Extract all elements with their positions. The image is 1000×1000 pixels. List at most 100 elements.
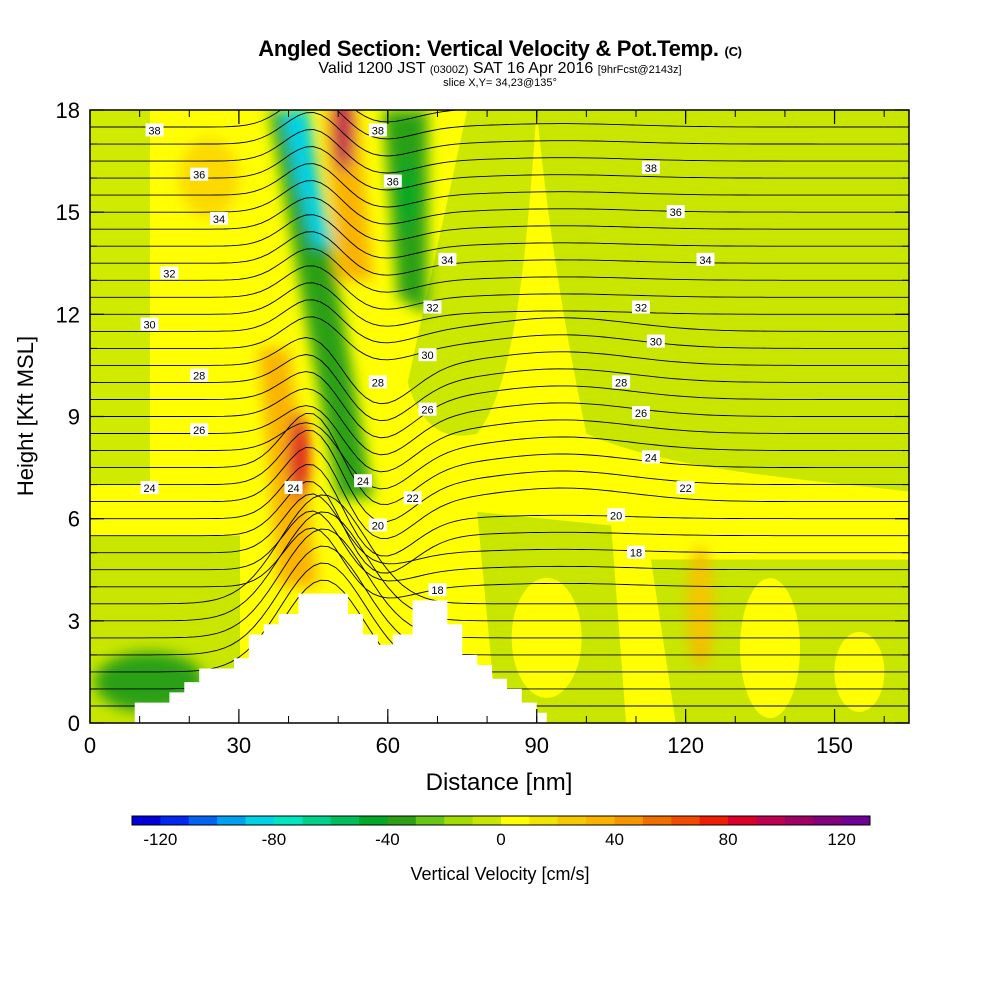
theta-isoline: [90, 163, 909, 208]
chart-title: Angled Section: Vertical Velocity & Pot.…: [0, 36, 1000, 62]
theta-label: 20: [607, 508, 626, 522]
theta-label-bg: [190, 423, 209, 437]
theta-isoline: [90, 112, 909, 157]
theta-isoline: [90, 493, 909, 565]
theta-label-text: 22: [680, 483, 692, 495]
velocity-core: [293, 110, 314, 196]
theta-label-bg: [368, 123, 387, 137]
slice-info: slice X,Y= 34,23@135°: [443, 77, 557, 89]
colorbar-tick-label: 40: [605, 830, 624, 849]
theta-label: 22: [676, 481, 695, 495]
theta-label-bg: [607, 508, 626, 522]
theta-label-bg: [140, 317, 159, 331]
velocity-core: [339, 393, 358, 474]
theta-isoline: [90, 464, 909, 557]
theta-label-text: 24: [287, 483, 299, 495]
theta-label: 24: [354, 474, 372, 488]
chart-subtitle: Valid 1200 JST (0300Z) SAT 16 Apr 2016 […: [0, 60, 1000, 78]
theta-isoline: [90, 388, 909, 456]
velocity-core: [398, 155, 417, 236]
x-axis-label: Distance [nm]: [426, 769, 573, 796]
theta-label: 38: [145, 123, 164, 137]
theta-label-bg: [612, 375, 631, 389]
theta-isoline: [90, 248, 909, 293]
theta-label-text: 28: [193, 371, 205, 383]
theta-label: 28: [612, 375, 631, 389]
theta-label: 34: [210, 211, 229, 226]
theta-label-text: 22: [407, 493, 419, 505]
colorbar-swatch: [784, 816, 814, 825]
plot-area: [90, 110, 909, 723]
x-tick-label: 0: [84, 733, 96, 758]
colorbar-tick-label: -80: [262, 830, 287, 849]
theta-isoline: [90, 371, 909, 439]
theta-label: 24: [641, 450, 660, 464]
theta-label: 32: [423, 300, 442, 315]
theta-isoline: [90, 562, 909, 673]
theta-label: 24: [140, 481, 159, 495]
colorbar-swatch: [586, 816, 616, 825]
colorbar-swatch: [217, 816, 247, 825]
theta-label-bg: [627, 545, 645, 559]
theta-label-text: 36: [387, 177, 399, 189]
colorbar-swatch: [330, 816, 360, 825]
theta-label-bg: [403, 491, 422, 505]
x-tick-label: 60: [376, 733, 400, 758]
valid-time: Valid 1200 JST: [318, 60, 426, 77]
colorbar-swatch: [501, 816, 530, 825]
colorbar-swatch: [387, 816, 417, 825]
theta-isoline: [90, 282, 909, 327]
theta-isoline: [90, 180, 909, 225]
title-unit: (C): [724, 44, 742, 59]
theta-label-text: 28: [372, 377, 384, 389]
velocity-core: [288, 412, 309, 503]
theta-isoline: [90, 110, 909, 140]
colorbar: -120 -80 -40 0 40 80 120: [131, 815, 871, 849]
theta-label-text: 26: [421, 405, 433, 417]
theta-label-text: 24: [357, 476, 369, 488]
theta-isoline: [90, 422, 909, 490]
theta-label: 28: [368, 375, 387, 389]
theta-label: 18: [627, 545, 645, 560]
colorbar-tick-label: -120: [143, 830, 177, 849]
colorbar-swatch: [557, 816, 587, 825]
theta-label-text: 20: [610, 510, 622, 522]
theta-label-bg: [641, 450, 660, 464]
theta-isoline: [90, 316, 909, 361]
colorbar-swatch: [529, 816, 559, 825]
theta-label: 32: [631, 300, 650, 315]
theta-isoline: [90, 446, 909, 539]
colorbar-frame: [131, 815, 871, 826]
theta-label-text: 24: [143, 483, 155, 495]
theta-label-bg: [641, 160, 660, 174]
theta-label-text: 38: [645, 163, 657, 175]
y-tick-label: 12: [56, 302, 80, 327]
theta-label: 30: [418, 348, 437, 362]
colorbar-swatch: [160, 816, 190, 825]
theta-label-text: 36: [193, 170, 205, 182]
colorbar-swatch: [302, 816, 332, 825]
terrain-profile: [90, 593, 909, 723]
theta-label-bg: [676, 481, 695, 495]
theta-label-text: 30: [143, 320, 155, 332]
colorbar-label: Vertical Velocity [cm/s]: [410, 864, 589, 884]
colorbar-swatch: [444, 816, 474, 825]
theta-isoline: [90, 510, 909, 582]
theta-label-bg: [418, 402, 437, 416]
x-tick-label: 30: [227, 733, 251, 758]
y-tick-label: 15: [56, 200, 80, 225]
theta-isoline: [90, 214, 909, 259]
x-tick-label: 90: [524, 733, 548, 758]
theta-label: 38: [641, 160, 660, 175]
theta-label-text: 26: [635, 408, 647, 420]
theta-label-bg: [160, 266, 179, 280]
theta-label-text: 26: [193, 425, 205, 437]
colorbar-swatch: [415, 816, 445, 825]
theta-label: 24: [284, 481, 303, 495]
velocity-cores: [94, 110, 713, 713]
title-main: Angled Section: Vertical Velocity & Pot.…: [258, 36, 719, 61]
theta-label-text: 34: [441, 255, 453, 267]
theta-contours: [90, 110, 909, 707]
theta-label: 38: [368, 123, 387, 137]
